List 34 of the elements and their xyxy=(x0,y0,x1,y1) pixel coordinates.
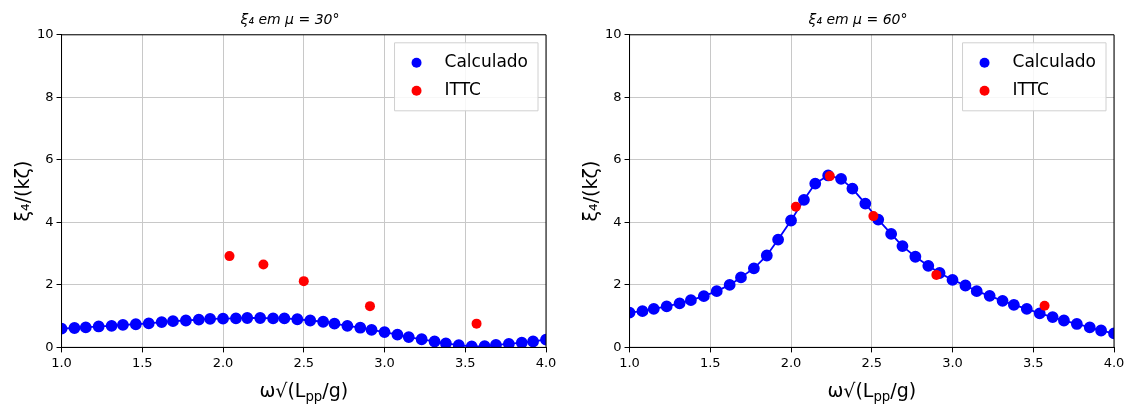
x-tick-label: 1.5 xyxy=(699,354,721,370)
y-tick-label: 2 xyxy=(613,276,622,292)
y-tick-label: 4 xyxy=(45,213,54,229)
y-tick-label: 4 xyxy=(613,213,622,229)
x-tick-label: 2.0 xyxy=(780,354,802,370)
x-tick-label: 3.0 xyxy=(374,354,395,370)
x-tick-label: 1.5 xyxy=(131,354,153,370)
chart-title: ξ₄ em μ = 60° xyxy=(807,11,908,28)
y-tick-label: 0 xyxy=(613,338,622,354)
y-axis-title: ξ₄/(kζ) xyxy=(10,160,33,222)
x-tick-label: 4.0 xyxy=(535,354,557,370)
legend-label: Calculado xyxy=(444,51,528,72)
y-tick-label: 6 xyxy=(45,151,54,167)
y-axis-title: ξ₄/(kζ) xyxy=(578,160,601,222)
x-tick-label: 1.0 xyxy=(619,354,640,370)
y-tick-label: 10 xyxy=(37,26,54,42)
legend-label: ITTC xyxy=(444,79,481,100)
x-tick-label: 2.5 xyxy=(293,354,315,370)
x-tick-label: 3.5 xyxy=(1022,354,1044,370)
y-tick-label: 2 xyxy=(45,276,54,292)
x-tick-label: 1.0 xyxy=(51,354,72,370)
y-tick-label: 8 xyxy=(613,88,622,104)
x-tick-label: 2.5 xyxy=(861,354,883,370)
y-tick-label: 0 xyxy=(45,338,54,354)
legend-label: ITTC xyxy=(1012,79,1049,100)
legend-label: Calculado xyxy=(1012,51,1096,72)
x-tick-label: 3.0 xyxy=(942,354,963,370)
y-tick-label: 8 xyxy=(45,88,54,104)
chart-title: ξ₄ em μ = 30° xyxy=(239,11,340,28)
x-tick-label: 3.5 xyxy=(454,354,476,370)
x-tick-label: 4.0 xyxy=(1103,354,1125,370)
y-tick-label: 6 xyxy=(613,151,622,167)
y-tick-label: 10 xyxy=(605,26,622,42)
x-tick-label: 2.0 xyxy=(212,354,234,370)
